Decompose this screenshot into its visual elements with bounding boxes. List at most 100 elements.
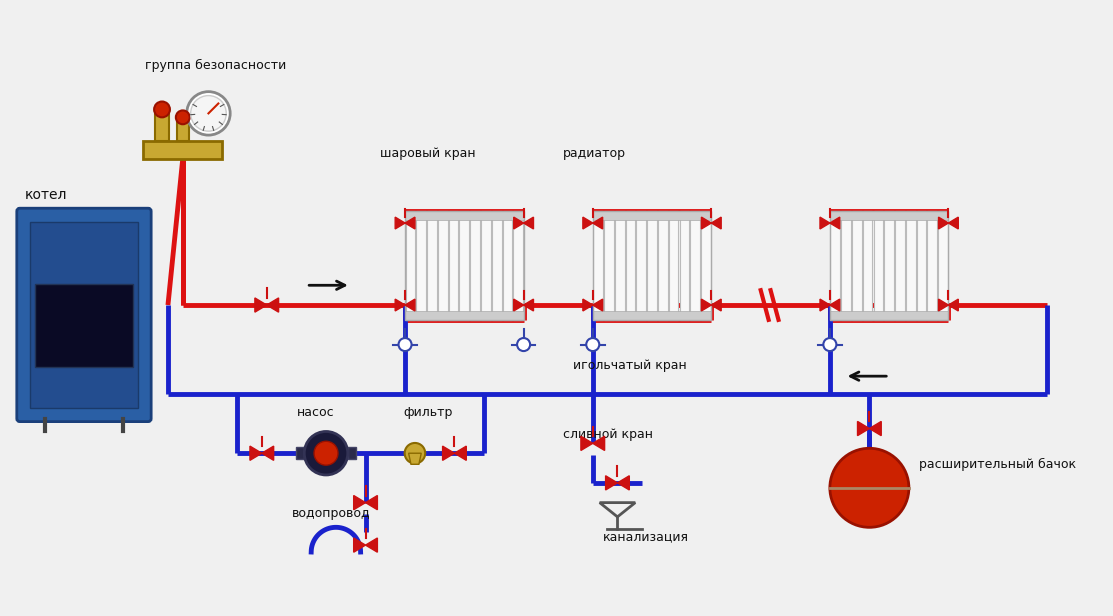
Bar (144, 141, 223, 159)
Polygon shape (443, 446, 454, 460)
Polygon shape (820, 299, 830, 311)
Polygon shape (250, 446, 262, 460)
Polygon shape (365, 538, 377, 552)
Polygon shape (583, 299, 593, 311)
Bar (701, 211, 711, 320)
Bar (830, 311, 948, 320)
Polygon shape (255, 298, 267, 312)
Polygon shape (408, 453, 421, 464)
Polygon shape (395, 299, 405, 311)
Circle shape (190, 95, 226, 131)
Bar (405, 211, 415, 320)
Bar (658, 211, 668, 320)
Bar (177, 120, 189, 141)
Polygon shape (711, 217, 721, 229)
Polygon shape (405, 299, 415, 311)
Circle shape (304, 431, 347, 475)
Bar (513, 211, 523, 320)
Bar (690, 211, 700, 320)
Polygon shape (938, 299, 948, 311)
Bar (927, 211, 937, 320)
Bar (460, 211, 470, 320)
Circle shape (405, 443, 425, 463)
Circle shape (187, 92, 230, 135)
Polygon shape (523, 217, 533, 229)
Polygon shape (593, 217, 602, 229)
Bar (895, 211, 905, 320)
Bar (347, 447, 356, 459)
Bar (405, 211, 523, 220)
Bar (863, 211, 873, 320)
Bar (885, 211, 894, 320)
Polygon shape (583, 217, 593, 229)
Bar (492, 211, 502, 320)
Bar (437, 211, 447, 320)
Bar (593, 211, 711, 220)
Bar (669, 211, 679, 320)
Polygon shape (354, 538, 365, 552)
Circle shape (398, 338, 412, 351)
Polygon shape (820, 217, 830, 229)
Polygon shape (618, 476, 629, 490)
Circle shape (824, 338, 836, 351)
Polygon shape (938, 217, 948, 229)
Text: шаровый кран: шаровый кран (381, 147, 476, 160)
Polygon shape (581, 436, 593, 450)
Bar (680, 211, 689, 320)
Circle shape (830, 448, 909, 527)
Bar (830, 211, 948, 320)
Polygon shape (701, 299, 711, 311)
Circle shape (518, 338, 530, 351)
Bar (830, 211, 840, 320)
Polygon shape (405, 217, 415, 229)
Bar (851, 211, 861, 320)
Text: сливной кран: сливной кран (563, 428, 653, 442)
Polygon shape (354, 495, 365, 509)
Bar (449, 211, 459, 320)
Bar (647, 211, 657, 320)
Bar (626, 211, 636, 320)
Polygon shape (593, 436, 604, 450)
Bar (593, 211, 711, 320)
Bar (938, 211, 948, 320)
Bar (874, 211, 884, 320)
Text: радиатор: радиатор (563, 147, 627, 160)
Text: группа безопасности: группа безопасности (145, 59, 286, 72)
Bar (405, 311, 523, 320)
Bar (604, 211, 613, 320)
Bar (917, 211, 926, 320)
Text: игольчатый кран: игольчатый кран (573, 359, 687, 372)
Polygon shape (593, 299, 602, 311)
Text: фильтр: фильтр (403, 406, 453, 419)
Bar (36, 284, 132, 367)
Bar (830, 211, 948, 220)
Polygon shape (514, 299, 523, 311)
Polygon shape (869, 421, 881, 436)
FancyBboxPatch shape (17, 208, 151, 421)
Polygon shape (857, 421, 869, 436)
Polygon shape (365, 495, 377, 509)
Polygon shape (262, 446, 274, 460)
Polygon shape (948, 299, 958, 311)
Bar (296, 447, 304, 459)
Bar (593, 311, 711, 320)
Circle shape (176, 110, 189, 124)
Bar (614, 211, 624, 320)
Polygon shape (395, 217, 405, 229)
Polygon shape (514, 217, 523, 229)
Bar (155, 111, 169, 141)
Text: расширительный бачок: расширительный бачок (918, 458, 1076, 471)
Bar (30, 222, 138, 408)
Polygon shape (948, 217, 958, 229)
Bar (405, 211, 523, 320)
Polygon shape (267, 298, 278, 312)
Circle shape (154, 102, 170, 117)
Bar (503, 211, 512, 320)
Polygon shape (605, 476, 618, 490)
Bar (841, 211, 850, 320)
Bar (427, 211, 436, 320)
Polygon shape (711, 299, 721, 311)
Bar (637, 211, 647, 320)
Bar (471, 211, 480, 320)
Circle shape (587, 338, 599, 351)
